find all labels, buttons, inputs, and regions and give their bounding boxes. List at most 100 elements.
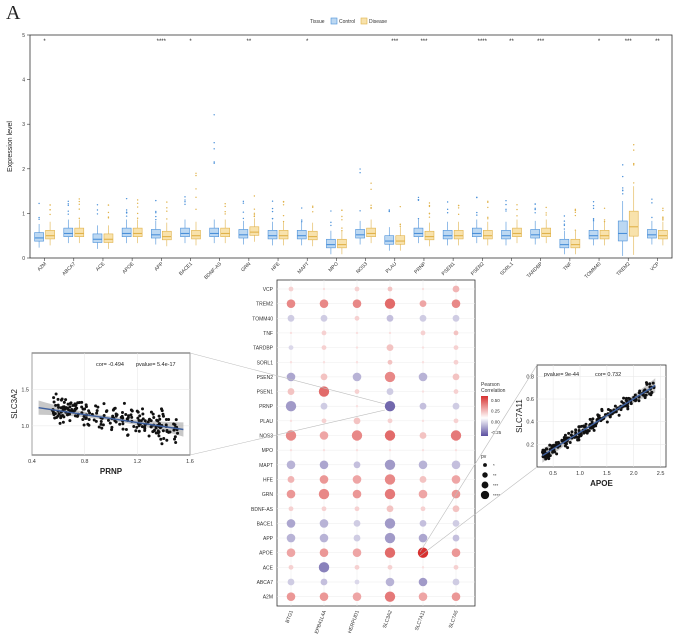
box-body xyxy=(599,230,610,240)
prnp-scatter-data-point xyxy=(87,417,91,421)
prnp-scatter-data-point xyxy=(52,396,56,400)
outlier-point xyxy=(166,218,168,220)
heatmap-dot xyxy=(286,299,296,308)
prnp-scatter-data-point xyxy=(108,421,112,425)
heatmap-dot xyxy=(418,372,428,382)
prnp-scatter-data-point xyxy=(68,419,72,423)
apoe-scatter-data-point xyxy=(644,393,648,397)
heatmap-row-label: PSEN1 xyxy=(257,390,274,396)
box-body xyxy=(442,230,453,240)
outlier-point xyxy=(78,203,80,206)
heatmap-dot xyxy=(419,300,427,308)
heatmap-dot xyxy=(386,314,394,322)
outlier-point xyxy=(136,206,139,208)
outlier-point xyxy=(38,216,40,219)
outlier-point xyxy=(166,210,168,212)
heatmap-dot xyxy=(286,548,296,557)
heatmap-dot xyxy=(289,448,293,452)
outlier-point xyxy=(312,205,314,207)
prnp-scatter-x-tick-label: 0.8 xyxy=(81,459,89,465)
outlier-point xyxy=(662,209,664,212)
heatmap-col-label: SLC7A5 xyxy=(448,609,460,629)
outlier-point xyxy=(516,215,518,217)
outlier-point xyxy=(662,219,664,221)
prnp-scatter-data-point xyxy=(159,437,163,441)
outlier-point xyxy=(516,204,518,206)
heatmap-dot xyxy=(354,564,360,570)
apoe-scatter-y-tick-label: 0.2 xyxy=(526,442,534,448)
apoe-scatter-data-point xyxy=(567,431,571,435)
prnp-scatter-data-point xyxy=(56,403,60,407)
prnp-scatter-y-axis-label: SLC3A2 xyxy=(10,389,19,419)
outlier-point xyxy=(574,214,577,217)
panel-letter: A xyxy=(6,2,21,24)
heatmap-col-label: HERPUD1 xyxy=(347,609,361,634)
heatmap-dot xyxy=(421,361,425,364)
heatmap-row-label: BACE1 xyxy=(257,521,274,527)
significance-label: * xyxy=(189,39,192,45)
prnp-scatter-data-point xyxy=(95,409,99,413)
category-label: PSEN2 xyxy=(470,261,486,277)
heatmap-dot xyxy=(421,566,425,569)
outlier-point xyxy=(125,215,128,217)
outlier-point xyxy=(271,200,274,202)
outlier-point xyxy=(370,207,372,210)
heatmap-dot xyxy=(384,401,396,412)
prnp-scatter-data-point xyxy=(62,400,66,404)
apoe-scatter-data-point xyxy=(638,389,642,393)
connector-line xyxy=(419,364,538,553)
box-body xyxy=(45,230,55,240)
apoe-scatter-data-point xyxy=(633,393,637,397)
outlier-point xyxy=(213,142,215,144)
heatmap-dot xyxy=(318,488,330,500)
prnp-scatter-data-point xyxy=(160,442,164,446)
prnp-scatter-data-point xyxy=(86,422,90,426)
prnp-scatter-data-point xyxy=(157,430,161,434)
prnp-scatter-data-point xyxy=(65,407,69,411)
prnp-scatter-data-point xyxy=(147,434,151,438)
heatmap-row-label: MAPT xyxy=(259,463,273,469)
prnp-scatter-data-point xyxy=(73,407,77,411)
box-body xyxy=(220,227,230,237)
apoe-scatter-data-point xyxy=(552,443,556,447)
color-legend-title: Pearson xyxy=(481,382,500,388)
prnp-scatter-data-point xyxy=(71,403,75,407)
prnp-scatter-data-point xyxy=(104,409,108,413)
apoe-scatter-data-point xyxy=(547,456,551,460)
outlier-point xyxy=(341,227,343,229)
outlier-point xyxy=(574,208,577,211)
heatmap-row-label: ACE xyxy=(263,565,274,571)
apoe-scatter-data-point xyxy=(584,422,588,426)
outlier-point xyxy=(301,219,303,221)
outlier-point xyxy=(592,218,595,220)
box-body xyxy=(121,227,132,237)
heatmap-dot xyxy=(355,331,359,335)
heatmap-row-label: TOMM40 xyxy=(252,316,273,322)
size-legend-label: ** xyxy=(493,473,497,478)
apoe-scatter-x-tick-label: 1.0 xyxy=(576,471,584,477)
outlier-point xyxy=(622,175,624,178)
size-legend-label: **** xyxy=(493,493,500,498)
heatmap-dot xyxy=(452,402,460,410)
size-legend-dot xyxy=(480,490,490,500)
outlier-point xyxy=(282,220,285,223)
heatmap-dot xyxy=(287,388,295,395)
box-body xyxy=(424,230,435,241)
apoe-scatter-data-point xyxy=(544,457,548,461)
outlier-point xyxy=(78,217,80,220)
heatmap-dot xyxy=(418,489,428,499)
outlier-point xyxy=(592,207,595,210)
heatmap-dot xyxy=(419,520,427,527)
prnp-scatter-data-point xyxy=(173,435,177,439)
prnp-scatter-data-point xyxy=(57,412,61,416)
outlier-point xyxy=(330,221,332,224)
outlier-point xyxy=(195,188,197,190)
box-body xyxy=(103,233,114,243)
apoe-scatter-data-point xyxy=(545,453,549,457)
prnp-scatter-data-point xyxy=(173,437,177,441)
prnp-scatter-data-point xyxy=(149,410,153,414)
prnp-scatter-data-point xyxy=(172,422,176,426)
prnp-scatter-data-point xyxy=(101,423,105,427)
box-body xyxy=(501,230,511,240)
heatmap-dot xyxy=(285,401,297,412)
